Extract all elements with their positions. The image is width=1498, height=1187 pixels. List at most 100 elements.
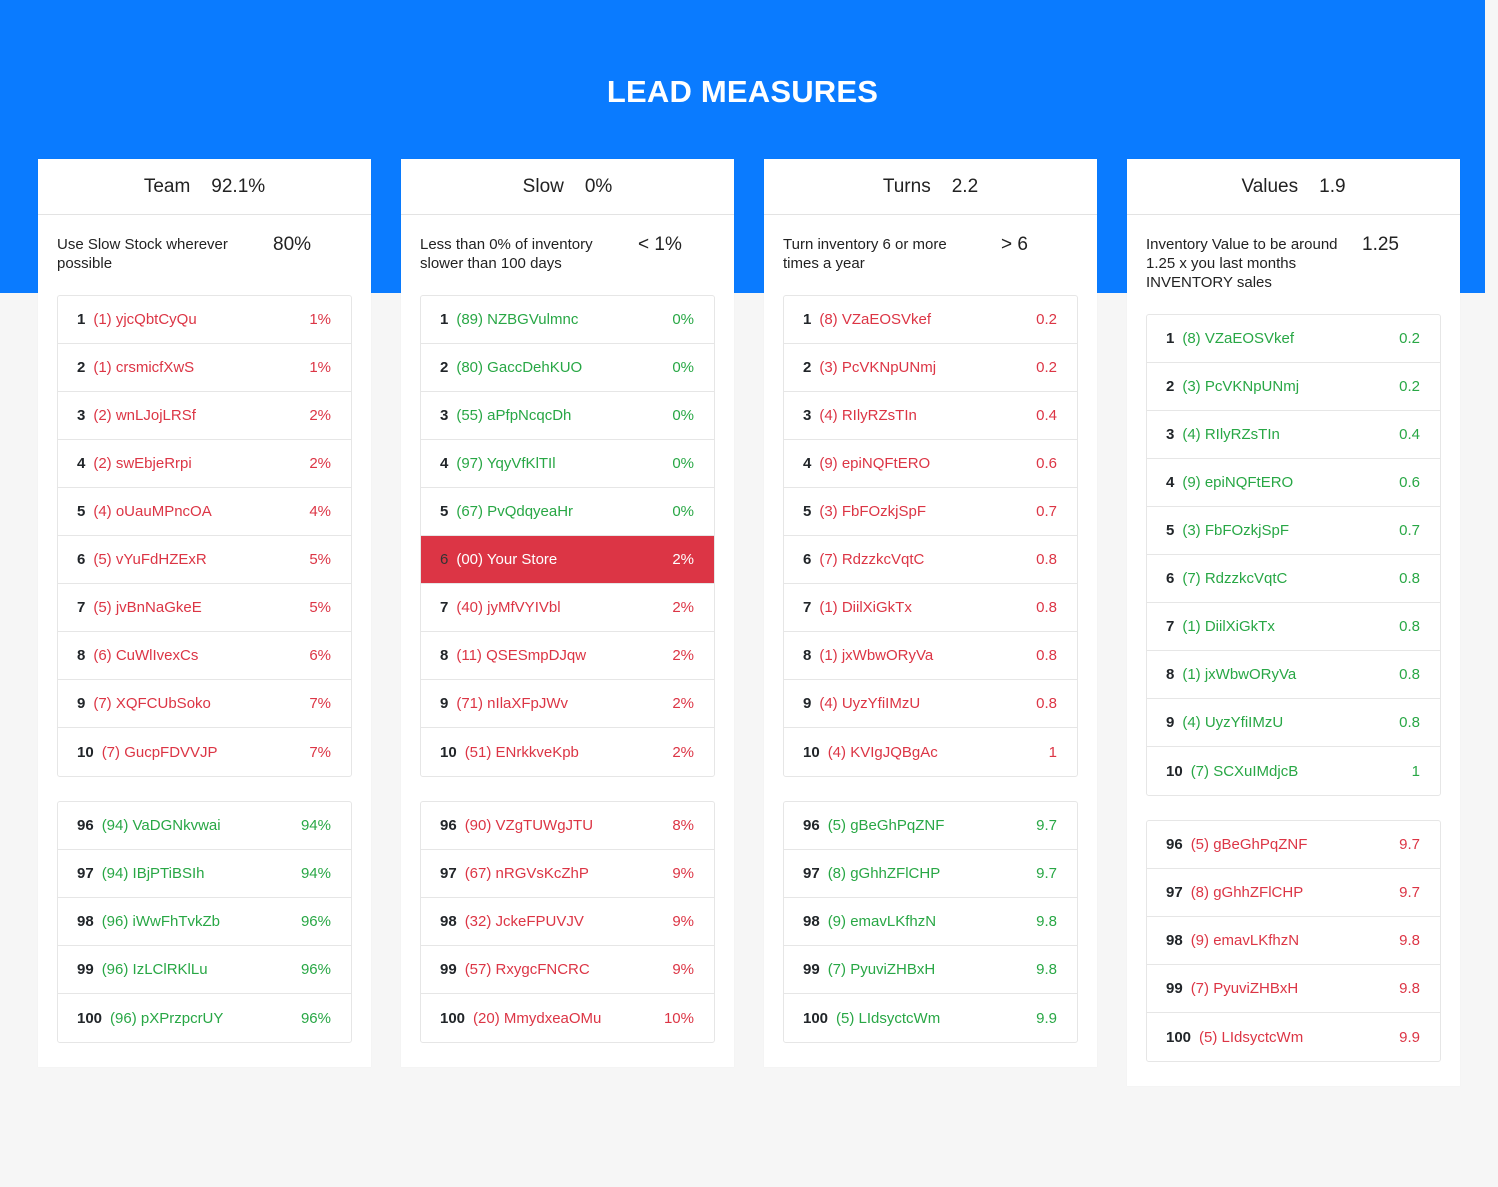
store-row[interactable]: 98 (96) iWwFhTvkZb 96% (58, 898, 351, 946)
row-rank: 4 (1166, 474, 1175, 491)
row-rank: 5 (803, 503, 812, 520)
store-row[interactable]: 96 (5) gBeGhPqZNF 9.7 (784, 802, 1077, 850)
store-row[interactable]: 97 (8) gGhhZFlCHP 9.7 (1147, 869, 1440, 917)
store-row[interactable]: 9 (7) XQFCUbSoko 7% (58, 680, 351, 728)
row-rank: 98 (77, 913, 94, 930)
store-row[interactable]: 2 (1) crsmicfXwS 1% (58, 344, 351, 392)
row-store-name: (96) pXPrzpcrUY (110, 1009, 224, 1027)
goal-description: Use Slow Stock wherever possible (57, 236, 228, 272)
row-store-name: (1) jxWbwORyVa (819, 647, 934, 664)
row-value: 5% (309, 599, 331, 616)
store-row[interactable]: 7 (40) jyMfVYIVbl 2% (421, 584, 714, 632)
store-row[interactable]: 9 (71) nIlaXFpJWv 2% (421, 680, 714, 728)
row-store-name: (8) VZaEOSVkef (819, 311, 932, 328)
store-row[interactable]: 1 (89) NZBGVulmnc 0% (421, 296, 714, 344)
row-rank: 9 (440, 695, 449, 712)
row-store-name: (9) emavLKfhzN (827, 913, 937, 930)
store-row[interactable]: 7 (1) DiilXiGkTx 0.8 (1147, 603, 1440, 651)
store-row[interactable]: 10 (7) GucpFDVVJP 7% (58, 728, 351, 776)
row-rank: 7 (440, 599, 449, 616)
ranking-list-top: 1 (8) VZaEOSVkef 0.2 2 (3) PcVKNpUNmj 0.2 3 (4)… (1146, 314, 1441, 796)
row-value: 9.9 (1036, 1009, 1057, 1027)
card-goal: Turn inventory 6 or more times a year > 6 (764, 215, 1097, 295)
store-row[interactable]: 4 (9) epiNQFtERO 0.6 (784, 440, 1077, 488)
store-row[interactable]: 99 (7) PyuviZHBxH 9.8 (784, 946, 1077, 994)
store-row[interactable]: 5 (3) FbFOzkjSpF 0.7 (784, 488, 1077, 536)
goal-description: Less than 0% of inventory slower than 10… (420, 236, 593, 272)
store-row[interactable]: 4 (9) epiNQFtERO 0.6 (1147, 459, 1440, 507)
store-row[interactable]: 8 (1) jxWbwORyVa 0.8 (784, 632, 1077, 680)
row-store-name: (7) PyuviZHBxH (1190, 980, 1299, 997)
row-value: 1% (309, 359, 331, 376)
store-row[interactable]: 6 (00) Your Store 2% (421, 536, 714, 584)
store-row[interactable]: 5 (67) PvQdqyeaHr 0% (421, 488, 714, 536)
store-row[interactable]: 96 (5) gBeGhPqZNF 9.7 (1147, 821, 1440, 869)
store-row[interactable]: 3 (4) RIlyRZsTIn 0.4 (1147, 411, 1440, 459)
row-rank: 7 (77, 599, 86, 616)
store-row[interactable]: 10 (51) ENrkkveKpb 2% (421, 728, 714, 776)
store-row[interactable]: 10 (7) SCXuIMdjcB 1 (1147, 747, 1440, 795)
store-row[interactable]: 96 (90) VZgTUWgJTU 8% (421, 802, 714, 850)
store-row[interactable]: 98 (9) emavLKfhzN 9.8 (1147, 917, 1440, 965)
store-row[interactable]: 3 (2) wnLJojLRSf 2% (58, 392, 351, 440)
row-store-name: (1) jxWbwORyVa (1182, 666, 1297, 683)
row-store-name: (7) RdzzkcVqtC (819, 551, 925, 568)
store-row[interactable]: 2 (80) GaccDehKUO 0% (421, 344, 714, 392)
store-row[interactable]: 9 (4) UyzYfiIMzU 0.8 (1147, 699, 1440, 747)
store-row[interactable]: 99 (7) PyuviZHBxH 9.8 (1147, 965, 1440, 1013)
store-row[interactable]: 8 (1) jxWbwORyVa 0.8 (1147, 651, 1440, 699)
store-row[interactable]: 97 (8) gGhhZFlCHP 9.7 (784, 850, 1077, 898)
store-row[interactable]: 2 (3) PcVKNpUNmj 0.2 (784, 344, 1077, 392)
store-row[interactable]: 98 (32) JckeFPUVJV 9% (421, 898, 714, 946)
store-row[interactable]: 100 (20) MmydxeaOMu 10% (421, 994, 714, 1042)
store-row[interactable]: 8 (11) QSESmpDJqw 2% (421, 632, 714, 680)
row-value: 0.8 (1399, 570, 1420, 587)
row-store-name: (51) ENrkkveKpb (464, 743, 579, 761)
store-row[interactable]: 1 (8) VZaEOSVkef 0.2 (784, 296, 1077, 344)
store-row[interactable]: 3 (55) aPfpNcqcDh 0% (421, 392, 714, 440)
row-value: 9% (672, 865, 694, 882)
row-value: 6% (309, 647, 331, 664)
row-store-name: (8) gGhhZFlCHP (1190, 884, 1304, 901)
store-row[interactable]: 6 (7) RdzzkcVqtC 0.8 (784, 536, 1077, 584)
store-row[interactable]: 6 (7) RdzzkcVqtC 0.8 (1147, 555, 1440, 603)
row-rank: 6 (77, 551, 86, 568)
store-row[interactable]: 4 (2) swEbjeRrpi 2% (58, 440, 351, 488)
store-row[interactable]: 8 (6) CuWlIvexCs 6% (58, 632, 351, 680)
store-row[interactable]: 3 (4) RIlyRZsTIn 0.4 (784, 392, 1077, 440)
row-rank: 98 (440, 913, 457, 930)
row-store-name: (3) PcVKNpUNmj (1182, 378, 1300, 395)
store-row[interactable]: 1 (8) VZaEOSVkef 0.2 (1147, 315, 1440, 363)
store-row[interactable]: 5 (4) oUauMPncOA 4% (58, 488, 351, 536)
row-value: 94% (300, 817, 331, 834)
row-rank: 9 (803, 695, 812, 712)
store-row[interactable]: 100 (5) LIdsyctcWm 9.9 (784, 994, 1077, 1042)
store-row[interactable]: 99 (57) RxygcFNCRC 9% (421, 946, 714, 994)
row-rank: 2 (440, 359, 449, 376)
store-row[interactable]: 7 (1) DiilXiGkTx 0.8 (784, 584, 1077, 632)
store-row[interactable]: 6 (5) vYuFdHZExR 5% (58, 536, 351, 584)
store-row[interactable]: 4 (97) YqyVfKlTIl 0% (421, 440, 714, 488)
store-row[interactable]: 7 (5) jvBnNaGkeE 5% (58, 584, 351, 632)
ranking-list-bottom: 96 (5) gBeGhPqZNF 9.7 97 (8) gGhhZFlCHP 9.7 98… (1146, 820, 1441, 1062)
row-rank: 99 (440, 961, 457, 978)
store-row[interactable]: 5 (3) FbFOzkjSpF 0.7 (1147, 507, 1440, 555)
row-rank: 96 (1166, 836, 1183, 853)
store-row[interactable]: 10 (4) KVIgJQBgAc 1 (784, 728, 1077, 776)
goal-target: 1.25 (1362, 234, 1399, 255)
store-row[interactable]: 1 (1) yjcQbtCyQu 1% (58, 296, 351, 344)
store-row[interactable]: 100 (5) LIdsyctcWm 9.9 (1147, 1013, 1440, 1061)
row-rank: 10 (803, 743, 820, 761)
ranking-list-top: 1 (8) VZaEOSVkef 0.2 2 (3) PcVKNpUNmj 0.2 3 (4)… (783, 295, 1078, 777)
store-row[interactable]: 100 (96) pXPrzpcrUY 96% (58, 994, 351, 1042)
store-row[interactable]: 99 (96) IzLClRKlLu 96% (58, 946, 351, 994)
row-rank: 5 (77, 503, 86, 520)
row-store-name: (96) IzLClRKlLu (101, 961, 208, 978)
store-row[interactable]: 98 (9) emavLKfhzN 9.8 (784, 898, 1077, 946)
store-row[interactable]: 2 (3) PcVKNpUNmj 0.2 (1147, 363, 1440, 411)
store-row[interactable]: 97 (67) nRGVsKcZhP 9% (421, 850, 714, 898)
store-row[interactable]: 96 (94) VaDGNkvwai 94% (58, 802, 351, 850)
row-store-name: (7) XQFCUbSoko (93, 695, 211, 712)
store-row[interactable]: 9 (4) UyzYfiIMzU 0.8 (784, 680, 1077, 728)
store-row[interactable]: 97 (94) IBjPTiBSIh 94% (58, 850, 351, 898)
